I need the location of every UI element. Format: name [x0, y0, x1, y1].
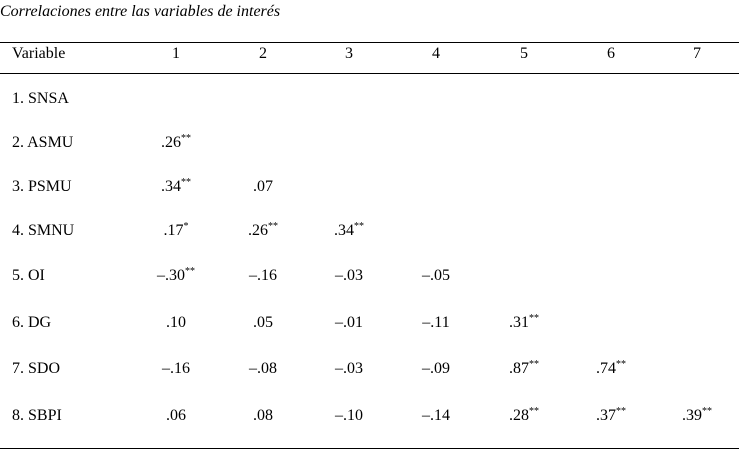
correlation-value: .17 [163, 222, 184, 239]
correlation-value: –.16 [249, 267, 277, 284]
correlation-value: –.05 [422, 267, 450, 284]
correlation-value: –.01 [335, 314, 363, 331]
correlation-value: .26 [248, 222, 268, 239]
correlation-value: .08 [253, 407, 273, 424]
correlation-cell: –.03 [335, 266, 363, 286]
column-header: 4 [432, 45, 440, 62]
significance-mark: * [183, 221, 189, 232]
significance-mark: ** [181, 177, 191, 188]
column-header: 2 [259, 45, 267, 62]
bottom-rule [0, 448, 739, 449]
correlation-cell: .39** [682, 406, 712, 426]
correlation-value: –.14 [422, 407, 450, 424]
column-header: 1 [172, 45, 180, 62]
correlation-value: .05 [253, 314, 273, 331]
row-label: 3. PSMU [12, 178, 72, 195]
row-label: 7. SDO [12, 360, 61, 377]
top-rule [0, 42, 739, 43]
correlation-cell: .17* [164, 221, 189, 241]
correlation-cell: .10 [166, 313, 186, 333]
row-label: 2. ASMU [12, 134, 74, 151]
correlation-cell: –.05 [422, 266, 450, 286]
correlation-cell: –.14 [422, 406, 450, 426]
correlation-cell: .26** [248, 221, 278, 241]
correlation-value: .37 [596, 407, 616, 424]
correlation-cell: .08 [253, 406, 273, 426]
correlation-value: –.16 [162, 360, 190, 377]
correlation-value: .34 [334, 222, 354, 239]
correlation-cell: –.08 [249, 359, 277, 379]
correlation-value: .34 [161, 178, 181, 195]
significance-mark: ** [185, 266, 195, 277]
correlation-value: –.03 [335, 360, 363, 377]
correlation-value: .31 [509, 314, 529, 331]
correlation-cell: .07 [253, 177, 273, 197]
correlation-cell: .74** [596, 359, 626, 379]
row-label: 4. SMNU [12, 222, 75, 239]
correlation-cell: .31** [509, 313, 539, 333]
correlation-value: –.09 [422, 360, 450, 377]
correlation-value: .10 [166, 314, 186, 331]
correlation-cell: –.03 [335, 359, 363, 379]
correlation-value: –.10 [335, 407, 363, 424]
correlation-cell: –.09 [422, 359, 450, 379]
row-label: 1. SNSA [12, 90, 69, 107]
correlation-cell: .28** [509, 406, 539, 426]
significance-mark: ** [354, 221, 364, 232]
significance-mark: ** [529, 313, 539, 324]
correlation-cell: .34** [161, 177, 191, 197]
row-label: 6. DG [12, 314, 52, 331]
correlation-cell: .34** [334, 221, 364, 241]
correlation-cell: –.16 [249, 266, 277, 286]
significance-mark: ** [268, 221, 278, 232]
correlation-cell: .05 [253, 313, 273, 333]
significance-mark: ** [616, 359, 626, 370]
column-header: 7 [693, 45, 701, 62]
column-header: 5 [520, 45, 528, 62]
correlation-value: –.11 [422, 314, 450, 331]
correlation-cell: –.10 [335, 406, 363, 426]
significance-mark: ** [181, 133, 191, 144]
correlation-cell: –.30** [157, 266, 195, 286]
correlation-value: .28 [509, 407, 529, 424]
row-label: 5. OI [12, 267, 45, 284]
correlation-value: .26 [161, 134, 181, 151]
header-rule [0, 73, 739, 74]
correlation-cell: .87** [509, 359, 539, 379]
correlation-value: –.03 [335, 267, 363, 284]
correlation-cell: –.16 [162, 359, 190, 379]
correlation-value: .06 [166, 407, 186, 424]
column-header: Variable [12, 45, 66, 62]
correlation-cell: –.11 [422, 313, 449, 333]
significance-mark: ** [616, 406, 626, 417]
correlation-cell: .06 [166, 406, 186, 426]
correlation-value: –.30 [157, 267, 185, 284]
correlation-value: .39 [682, 407, 702, 424]
significance-mark: ** [702, 406, 712, 417]
table-title: Correlaciones entre las variables de int… [0, 3, 281, 20]
correlation-cell: –.01 [335, 313, 363, 333]
significance-mark: ** [529, 406, 539, 417]
correlation-value: .87 [509, 360, 529, 377]
row-label: 8. SBPI [12, 407, 62, 424]
correlation-cell: .26** [161, 133, 191, 153]
correlation-value: .74 [596, 360, 616, 377]
significance-mark: ** [529, 359, 539, 370]
correlation-value: .07 [253, 178, 273, 195]
column-header: 3 [345, 45, 353, 62]
correlation-cell: .37** [596, 406, 626, 426]
column-header: 6 [607, 45, 615, 62]
correlation-value: –.08 [249, 360, 277, 377]
